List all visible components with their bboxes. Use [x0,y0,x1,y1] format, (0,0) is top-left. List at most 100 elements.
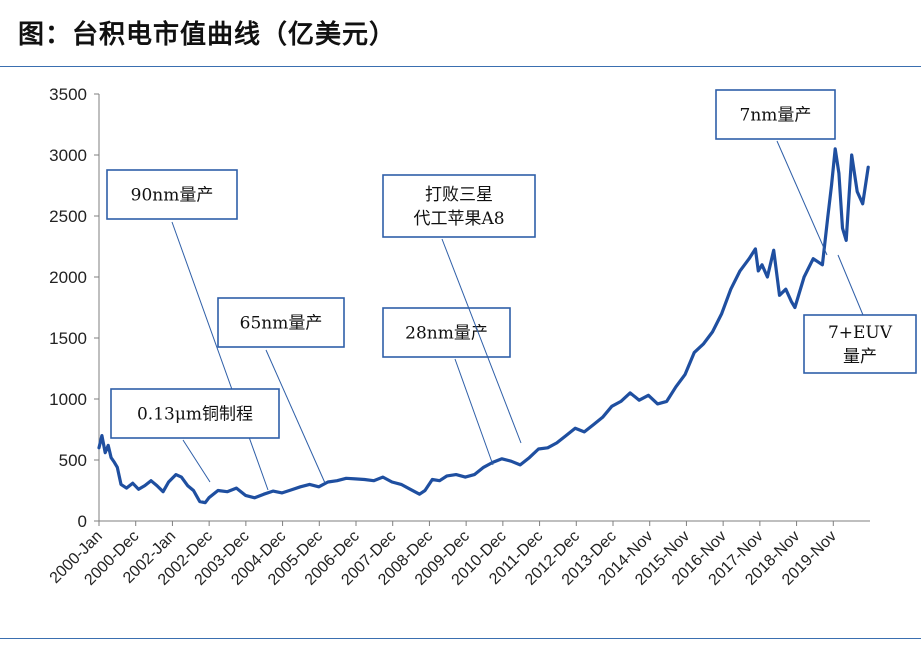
data-point [648,394,650,396]
data-point [812,258,814,260]
data-point [113,462,115,464]
data-point [593,424,595,426]
data-point [867,166,869,168]
annotation-label: 7+EUV [828,323,893,343]
data-point [245,494,247,496]
data-point [327,481,329,483]
data-point [565,435,567,437]
data-point [842,227,844,229]
annotations: 90nm量产65nm量产0.13μm铜制程28nm量产打败三星代工苹果A87nm… [107,90,916,490]
data-point [845,240,847,242]
annotation-label: 0.13μm铜制程 [137,405,253,425]
data-point [132,482,134,484]
data-point [779,294,781,296]
data-point [373,480,375,482]
annotation-leader-line [777,141,827,255]
data-point [721,313,723,315]
data-point [773,249,775,251]
data-point [767,276,769,278]
data-point [263,493,265,495]
data-point [574,427,576,429]
y-tick-label: 1500 [49,329,87,348]
data-point [730,288,732,290]
y-tick-label: 3000 [49,146,87,165]
data-point [821,264,823,266]
y-tick-label: 500 [59,451,87,470]
data-point [785,288,787,290]
data-point [547,447,549,449]
annotation-leader-line [838,255,863,315]
data-point [193,490,195,492]
data-point [409,488,411,490]
y-tick-label: 1000 [49,390,87,409]
data-point [424,490,426,492]
data-point [754,248,756,250]
y-tick-label: 3500 [49,85,87,104]
data-point [364,479,366,481]
data-point [693,352,695,354]
data-point [199,501,201,503]
data-point [382,476,384,478]
data-point [150,480,152,482]
data-point [318,486,320,488]
annotation-label: 65nm量产 [240,314,323,334]
data-point [107,444,109,446]
y-tick-labels: 0 500 1000 1500 2000 2500 3000 3500 [49,85,87,531]
data-point [611,405,613,407]
data-point [126,487,128,489]
data-point [684,374,686,376]
data-point [300,486,302,488]
data-point [354,478,356,480]
annotation-label: 代工苹果A8 [413,209,504,229]
annotation-label: 打败三星 [425,185,493,205]
data-point [831,185,833,187]
data-point [838,172,840,174]
data-point [181,476,183,478]
data-point [208,497,210,499]
data-point [474,474,476,476]
data-point [862,203,864,205]
data-point [757,270,759,272]
data-point [827,215,829,217]
data-point [675,386,677,388]
data-point [204,502,206,504]
data-point [162,491,164,493]
data-point [483,466,485,468]
data-point [345,477,347,479]
x-tick-labels: 2000-Jan2000-Dec2002-Jan2002-Dec2003-Dec… [47,528,840,589]
data-point [739,270,741,272]
data-point [501,458,503,460]
annotation-leader-line [183,440,210,482]
data-point [217,490,219,492]
data-point [431,479,433,481]
data-point [657,403,659,405]
annotation-label: 90nm量产 [131,186,214,206]
data-point [439,480,441,482]
data-point [761,264,763,266]
data-point [101,435,103,437]
annotation-leader-line [455,359,493,465]
data-point [510,460,512,462]
data-point [538,448,540,450]
data-point [790,301,792,303]
data-point [104,452,106,454]
data-point [629,392,631,394]
data-point [851,154,853,156]
data-point [419,493,421,495]
data-point [116,466,118,468]
data-point [168,481,170,483]
data-point [144,485,146,487]
data-point [666,401,668,403]
data-point [175,474,177,476]
annotation-callout: 0.13μm铜制程 [111,389,279,482]
data-point [446,475,448,477]
data-point [620,401,622,403]
data-point [528,457,530,459]
y-tick-label: 2500 [49,207,87,226]
data-point [556,442,558,444]
data-point [455,474,457,476]
data-point [309,484,311,486]
data-point [281,492,283,494]
data-point [856,191,858,193]
data-point [138,488,140,490]
